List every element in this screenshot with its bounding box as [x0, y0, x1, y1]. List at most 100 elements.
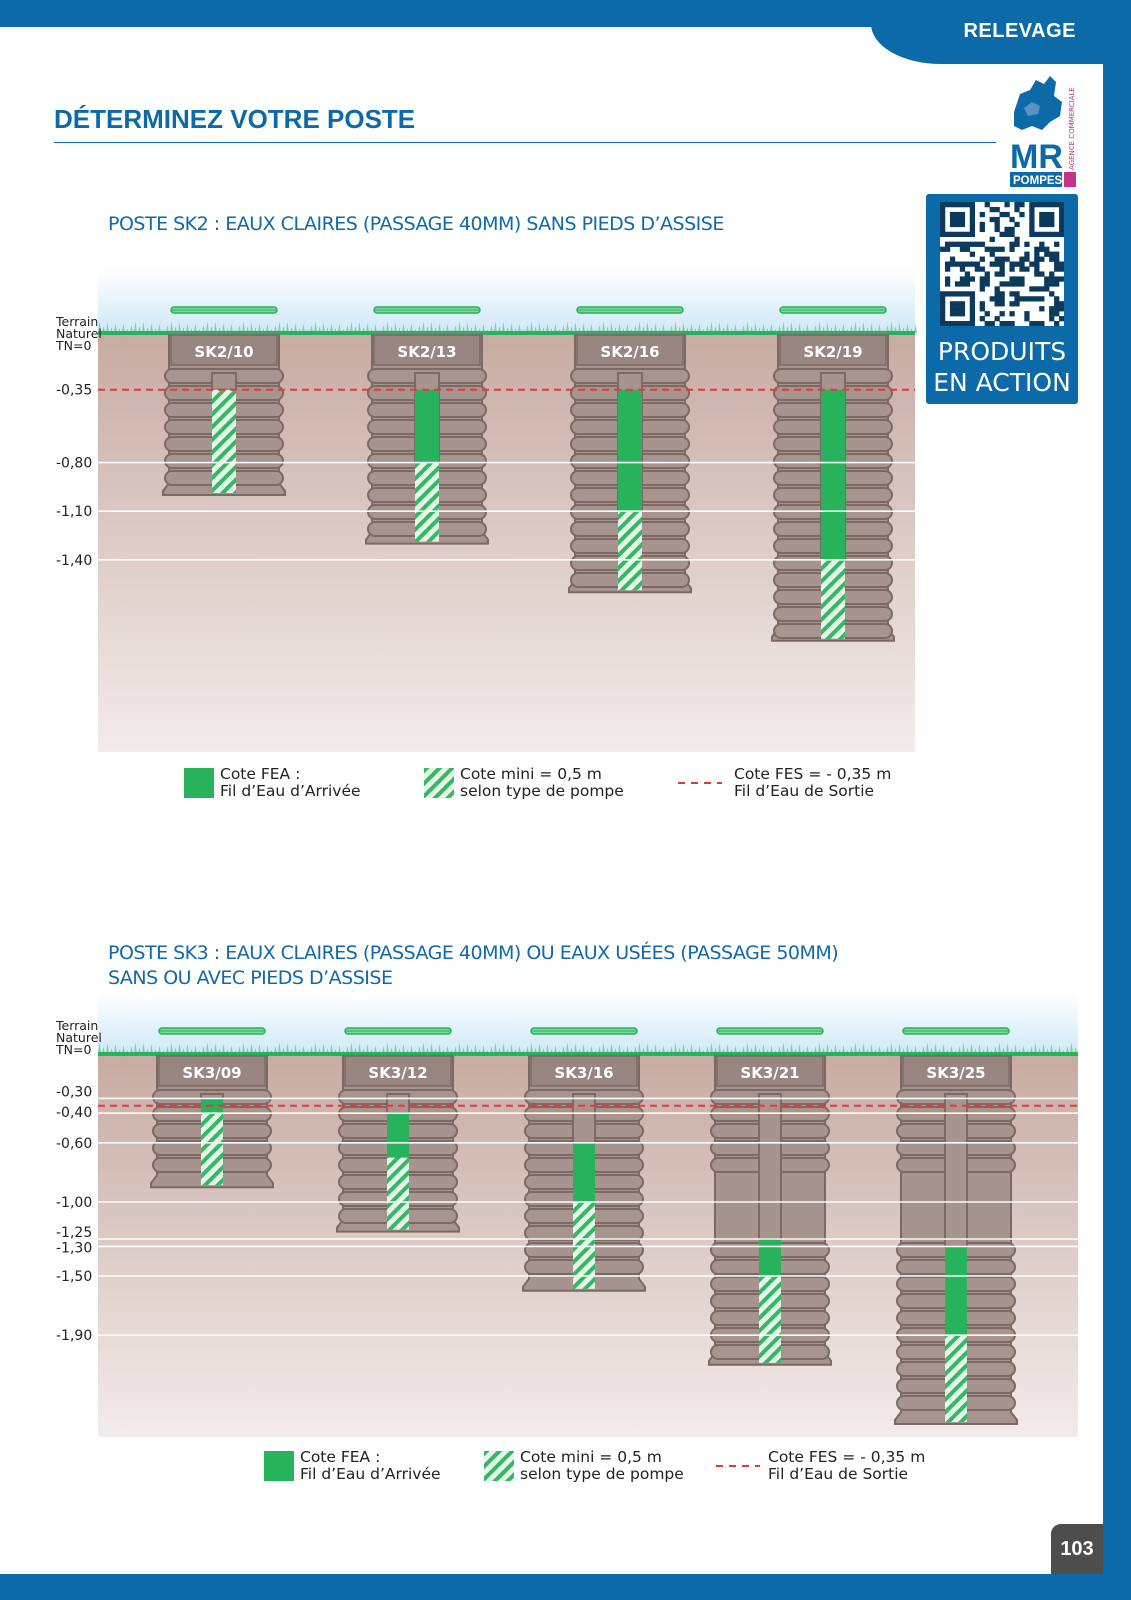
title-underline: [54, 142, 996, 143]
ground-label: Terrain: [55, 314, 98, 329]
sk2-title-line: POSTE SK2 : EAUX CLAIRES (PASSAGE 40MM) …: [108, 213, 724, 235]
fea-fill: [618, 389, 642, 512]
sk3-title-line1: POSTE SK3 : EAUX CLAIRES (PASSAGE 40MM) …: [108, 942, 839, 964]
tank-neck: [902, 1055, 1010, 1087]
post-sk3-12: SK3/12: [336, 1027, 460, 1233]
qr-caption-line2: EN ACTION: [933, 368, 1071, 397]
footer-band: [0, 1574, 1131, 1600]
legend-mini-line2: selon type de pompe: [460, 782, 624, 800]
legend-mini-swatch: [484, 1451, 514, 1481]
tank-neck: [170, 334, 278, 366]
post-sk2-16: SK2/16: [568, 306, 692, 594]
legend-mini-line1: Cote mini = 0,5 m: [520, 1448, 662, 1466]
tank-neck: [158, 1055, 266, 1087]
sky: [98, 993, 1078, 1054]
post-name: SK3/16: [554, 1064, 613, 1082]
qr-code-icon[interactable]: [940, 202, 1064, 326]
mini-fill: [212, 389, 236, 493]
legend-mini-line2: selon type de pompe: [520, 1465, 684, 1483]
legend-fes-line1: Cote FES = - 0,35 m: [768, 1448, 926, 1466]
ground-label: TN=0: [55, 1042, 91, 1057]
inlet-pipe: [758, 1093, 782, 1240]
side-band: [1103, 0, 1131, 1600]
ground-line: [98, 1052, 1078, 1056]
mini-fill: [618, 511, 642, 591]
mini-fill: [387, 1157, 409, 1230]
section-tab: [871, 0, 1131, 64]
level-label: -1,25: [56, 1225, 92, 1241]
post-sk2-19: SK2/19: [771, 306, 895, 642]
fea-fill: [945, 1246, 967, 1336]
post-name: SK3/12: [368, 1064, 427, 1082]
inlet-pipe: [944, 1093, 968, 1248]
level-label: -0,35: [56, 383, 92, 399]
legend-mini-swatch: [424, 768, 454, 798]
sk3-title-line2: SANS OU AVEC PIEDS D’ASSISE: [108, 967, 393, 989]
tank-neck: [373, 334, 481, 366]
post-name: SK3/21: [740, 1064, 799, 1082]
section-label: RELEVAGE: [963, 20, 1076, 42]
legend-fea-line2: Fil d’Eau d’Arrivée: [220, 782, 361, 800]
sky: [98, 268, 915, 333]
post-name: SK2/13: [397, 343, 456, 361]
mini-fill: [759, 1276, 781, 1363]
fea-fill: [415, 389, 439, 463]
fea-fill: [573, 1142, 595, 1202]
post-sk2-13: SK2/13: [365, 306, 489, 545]
sk3-title: POSTE SK3 : EAUX CLAIRES (PASSAGE 40MM) …: [108, 941, 839, 991]
mini-fill: [201, 1113, 223, 1186]
level-label: -1,50: [56, 1269, 92, 1285]
ground-line: [98, 331, 915, 335]
inlet-pipe: [572, 1093, 596, 1144]
legend-fea-line1: Cote FEA :: [220, 765, 301, 783]
level-label: -1,40: [56, 553, 92, 569]
legend-mini-line1: Cote mini = 0,5 m: [460, 765, 602, 783]
legend-fes-line1: Cote FES = - 0,35 m: [734, 765, 892, 783]
tank-neck: [779, 334, 887, 366]
ground-label: TN=0: [55, 338, 91, 353]
level-label: -0,80: [56, 456, 92, 472]
inlet-pipe: [386, 1093, 410, 1115]
post-sk2-10: SK2/10: [162, 306, 286, 496]
tank-neck: [344, 1055, 452, 1087]
sk2-title: POSTE SK2 : EAUX CLAIRES (PASSAGE 40MM) …: [108, 212, 724, 237]
post-name: SK3/09: [182, 1064, 241, 1082]
post-sk3-25: SK3/25: [894, 1027, 1018, 1425]
post-name: SK2/16: [600, 343, 659, 361]
legend-fes-swatch: [678, 782, 722, 784]
legend-fea-swatch: [264, 1451, 294, 1481]
fea-fill: [759, 1239, 781, 1276]
qr-caption-line1: PRODUITS: [937, 337, 1067, 366]
fea-fill: [821, 389, 845, 560]
page-title: DÉTERMINEZ VOTRE POSTE: [54, 104, 416, 134]
post-sk3-16: SK3/16: [522, 1027, 646, 1292]
tank-neck: [716, 1055, 824, 1087]
qr-block[interactable]: PRODUITS EN ACTION: [926, 194, 1078, 404]
mini-fill: [821, 559, 845, 639]
post-name: SK2/10: [194, 343, 253, 361]
legend-fes-line2: Fil d’Eau de Sortie: [768, 1465, 909, 1483]
tank-neck: [530, 1055, 638, 1087]
post-name: SK3/25: [926, 1064, 985, 1082]
level-label: -0,60: [56, 1136, 92, 1152]
level-label: -0,30: [56, 1084, 92, 1100]
level-label: -0,40: [56, 1105, 92, 1121]
fea-fill: [387, 1113, 409, 1158]
ground-label: Naturel: [56, 326, 102, 341]
level-label: -1,90: [56, 1328, 92, 1344]
level-label: -1,10: [56, 504, 92, 520]
ground-label: Terrain: [55, 1018, 98, 1033]
ground-label: Naturel: [56, 1030, 102, 1045]
page-number: 103: [1051, 1524, 1103, 1574]
post-sk3-21: SK3/21: [708, 1027, 832, 1366]
legend-fea-line1: Cote FEA :: [300, 1448, 381, 1466]
legend-fes-line2: Fil d’Eau de Sortie: [734, 782, 875, 800]
level-label: -1,00: [56, 1195, 92, 1211]
mini-fill: [573, 1202, 595, 1289]
post-sk3-09: SK3/09: [150, 1027, 274, 1189]
mini-fill: [415, 462, 439, 542]
legend-fea-line2: Fil d’Eau d’Arrivée: [300, 1465, 441, 1483]
